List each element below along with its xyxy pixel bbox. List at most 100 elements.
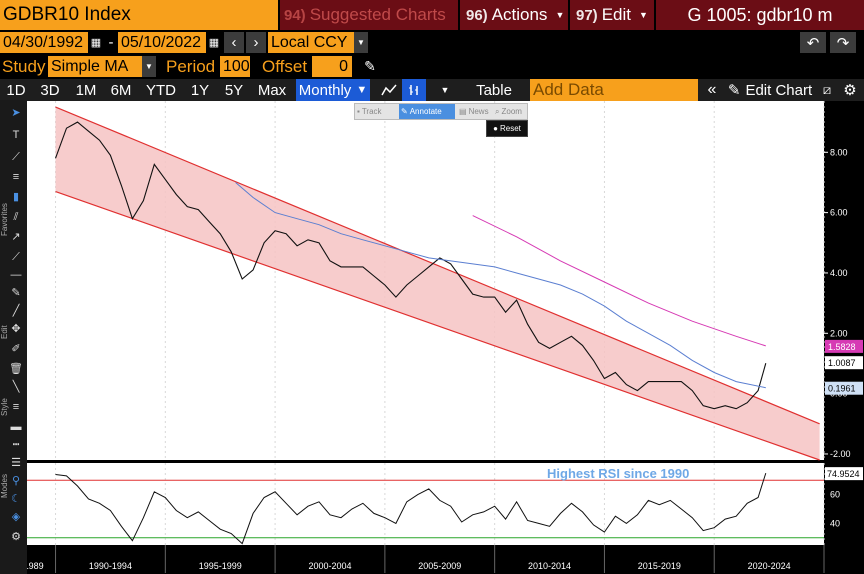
last-value-badge (825, 381, 863, 395)
move-icon[interactable]: ✥ (11, 323, 21, 335)
magnet-icon[interactable]: ⚲ (11, 475, 21, 487)
actions-menu[interactable]: 96) Actions ▼ (460, 0, 568, 30)
range-6m[interactable]: 6M (110, 81, 132, 99)
price-series (54, 121, 767, 410)
calendar-icon[interactable]: ▦ (90, 37, 102, 49)
collapse-icon[interactable]: « (707, 81, 717, 98)
palette-icon[interactable]: ◈ (11, 511, 21, 523)
axis-layer: 8.006.004.002.00-2.000.0060401.58281.008… (27, 147, 863, 573)
series-layer (54, 121, 767, 410)
add-data-input[interactable]: Add Data (530, 79, 698, 101)
period-value: 100 (223, 57, 250, 75)
pencil-icon[interactable]: ✎ (364, 58, 376, 74)
annotate-mode[interactable]: ✎ Annotate (399, 104, 455, 119)
range-1y[interactable]: 1Y (190, 81, 210, 99)
end-date-input[interactable]: 05/10/2022 (118, 32, 206, 53)
x-period-label: 1990-1994 (89, 561, 132, 571)
range-max[interactable]: Max (257, 81, 287, 99)
range-1m[interactable]: 1M (75, 81, 97, 99)
actions-label: Actions (491, 5, 548, 24)
trash-icon[interactable]: 🗑 (9, 363, 23, 375)
page-title: G 1005: gdbr10 m (656, 0, 864, 30)
gear-icon[interactable]: ⚙ (843, 82, 857, 99)
fibonacci-icon[interactable]: ≡ (12, 171, 20, 183)
x-period-label: 2015-2019 (638, 561, 681, 571)
ticker-field[interactable]: GDBR10 Index (0, 0, 278, 30)
actions-num: 96) (466, 6, 488, 24)
dash-icon[interactable]: ┅ (12, 439, 20, 451)
start-date-input[interactable]: 04/30/1992 (0, 32, 88, 53)
calendar-icon[interactable]: ▦ (208, 37, 220, 49)
line-style-icon[interactable]: ╲ (12, 381, 20, 393)
range-3d[interactable]: 3D (40, 81, 60, 99)
reset-icon: ● (493, 124, 498, 133)
reset-button[interactable]: ● Reset (486, 120, 528, 137)
y-tick-label: 2.00 (830, 328, 848, 338)
range-5y[interactable]: 5Y (224, 81, 244, 99)
pen-icon[interactable]: ✎ (11, 287, 21, 299)
next-arrow-icon[interactable]: › (246, 32, 266, 53)
x-period-label: 2000-2004 (308, 561, 351, 571)
rsi-plot-area (27, 463, 824, 545)
range-1d[interactable]: 1D (6, 81, 26, 99)
arrow-line-icon[interactable]: ↗ (11, 231, 21, 243)
period-input[interactable]: 100 (220, 56, 250, 77)
x-period-label: 1995-1999 (199, 561, 242, 571)
currency-select[interactable]: Local CCY (268, 32, 354, 53)
table-button[interactable]: Table (476, 81, 512, 99)
undo-icon[interactable]: ↶ (800, 32, 826, 53)
frequency-select[interactable]: Monthly ▼ (296, 79, 370, 101)
text-tool-icon[interactable]: T (12, 129, 20, 141)
study-select[interactable]: Simple MA (48, 56, 142, 77)
ticker-text: GDBR10 Index (3, 4, 131, 25)
study-value: Simple MA (51, 57, 129, 75)
bar-tool-icon[interactable]: ▮ (12, 191, 20, 203)
chevron-down-icon[interactable]: ▼ (142, 56, 156, 77)
settings-icon[interactable]: ⚙ (11, 531, 21, 543)
rsi-layer (27, 472, 824, 545)
moving-average-series (235, 182, 766, 389)
line-tool-icon[interactable]: ╱ (12, 305, 20, 317)
range-ytd[interactable]: YTD (146, 81, 176, 99)
edit-menu[interactable]: 97) Edit ▼ (570, 0, 654, 30)
edit-chart-label: Edit Chart (745, 81, 813, 99)
news-mode[interactable]: ▤ News (459, 104, 493, 119)
offset-input[interactable]: 0 (312, 56, 352, 77)
track-mode[interactable]: ▪ Track (357, 104, 397, 119)
last-value-label: 1.0087 (828, 358, 856, 368)
track-icon: ▪ (357, 107, 360, 116)
last-value-label: 1.5828 (828, 342, 856, 352)
bar-chart-icon[interactable] (402, 79, 426, 101)
chevron-down-icon[interactable]: ▼ (440, 85, 450, 95)
crosshair-icon[interactable]: ☾ (11, 493, 21, 505)
line-weight-icon[interactable]: ≡ (12, 401, 20, 413)
y-tick-label: 8.00 (830, 147, 848, 157)
suggested-label: Suggested Charts (309, 5, 446, 24)
horizontal-line-icon[interactable]: — (10, 269, 22, 281)
redo-icon[interactable]: ↷ (830, 32, 856, 53)
suggested-charts-button[interactable]: 94) Suggested Charts (280, 0, 458, 30)
currency-text: Local CCY (271, 33, 348, 51)
upper-trend-series (472, 215, 766, 347)
chart-edit-icon[interactable]: ⧄ (822, 82, 832, 97)
brush-icon[interactable]: ✐ (11, 343, 21, 355)
thickness-icon[interactable]: ▬ (10, 421, 22, 433)
ray-icon[interactable]: ⟋ (12, 251, 20, 263)
rsi-tick-label: 40 (830, 518, 840, 528)
cursor-icon[interactable]: ➤ (11, 107, 21, 119)
line-chart-icon[interactable] (376, 79, 402, 101)
zoom-label: Zoom (501, 107, 522, 116)
edit-chart-button[interactable]: ✎ Edit Chart (724, 79, 816, 101)
zoom-mode[interactable]: ⌕ Zoom (495, 104, 527, 119)
end-date-text: 05/10/2022 (121, 33, 202, 51)
chart-mode-bar: ▪ Track ✎ Annotate ▤ News ⌕ Zoom (354, 103, 528, 120)
modes-label: Modes (0, 474, 9, 499)
price-chart[interactable]: 8.006.004.002.00-2.000.0060401.58281.008… (27, 101, 864, 574)
bars-icon[interactable]: ☰ (11, 457, 21, 469)
prev-arrow-icon[interactable]: ‹ (224, 32, 244, 53)
channel-icon[interactable]: ⫽ (13, 211, 19, 223)
chevron-down-icon[interactable]: ▼ (354, 32, 368, 53)
date-bar: 04/30/1992 ▦ - 05/10/2022 ▦ ‹ › Local CC… (0, 31, 864, 54)
start-date-text: 04/30/1992 (3, 33, 84, 51)
trend-line-icon[interactable]: ⟋ (12, 151, 20, 163)
